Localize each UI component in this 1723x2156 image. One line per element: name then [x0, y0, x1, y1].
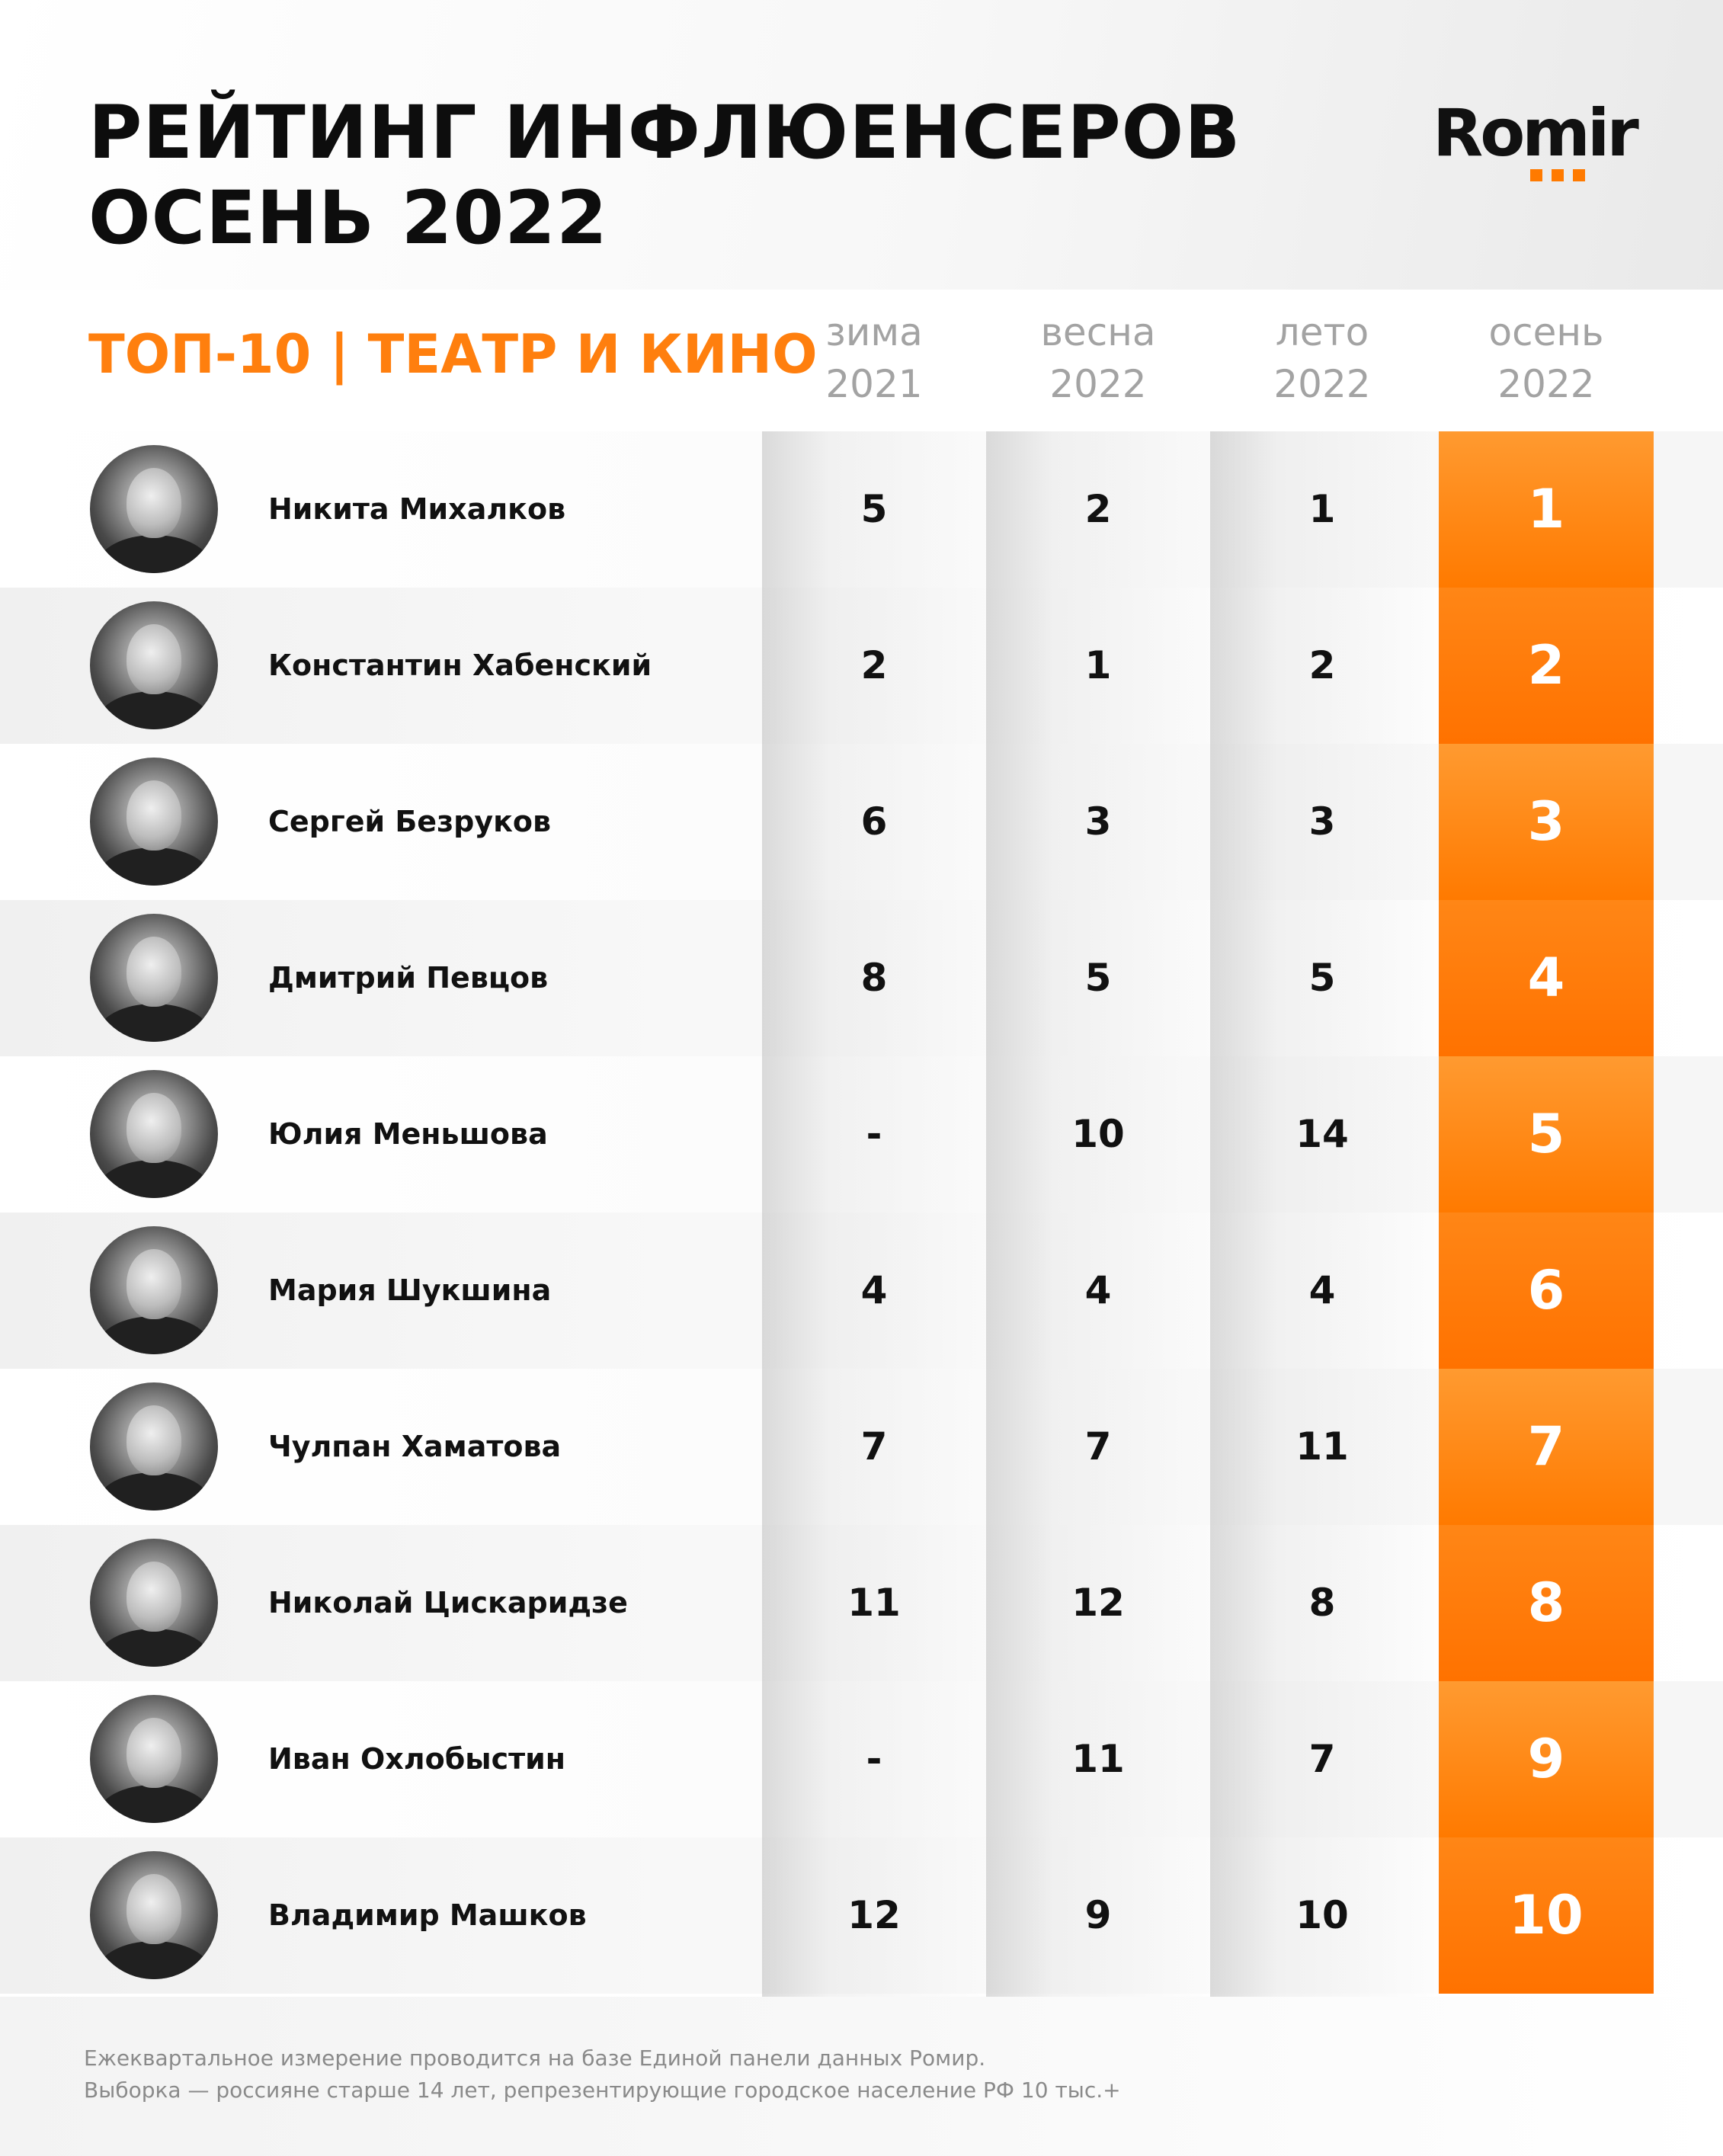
column-season: осень: [1488, 310, 1604, 354]
person-name: Дмитрий Певцов: [268, 961, 549, 995]
autumn-column-cell-bg: [1439, 431, 1654, 588]
person-name: Мария Шукшина: [268, 1273, 552, 1307]
rank-autumn-2022: 2: [1527, 634, 1565, 697]
autumn-column-cell-bg: [1439, 1681, 1654, 1837]
column-year: 2022: [1273, 362, 1371, 406]
column-header-1: весна 2022: [986, 306, 1210, 410]
person-name: Николай Цискаридзе: [268, 1586, 628, 1619]
column-year: 2022: [1049, 362, 1147, 406]
rank-cell: 12: [847, 1893, 901, 1937]
person-name: Чулпан Хаматова: [268, 1430, 562, 1463]
autumn-column-cell-bg: [1439, 1837, 1654, 1994]
rank-cell: 3: [1308, 799, 1336, 844]
rank-cell: 8: [1308, 1581, 1336, 1625]
column-shade: [762, 431, 986, 1997]
rank-cell: 11: [1295, 1424, 1349, 1469]
header-background: [0, 0, 1723, 290]
person-name: Сергей Безруков: [268, 805, 552, 838]
person-name: Владимир Машков: [268, 1898, 587, 1932]
column-header-0: зима 2021: [762, 306, 986, 410]
page-title: РЕЙТИНГ ИНФЛЮЕНСЕРОВ ОСЕНЬ 2022: [88, 90, 1241, 261]
rank-cell: 2: [1308, 643, 1336, 687]
rank-cell: 1: [1084, 643, 1112, 687]
column-season: весна: [1040, 310, 1156, 354]
rank-autumn-2022: 5: [1527, 1103, 1565, 1165]
rank-cell: 11: [847, 1581, 901, 1625]
rank-cell: 10: [1071, 1112, 1125, 1156]
rank-cell: 6: [860, 799, 888, 844]
rank-cell: 1: [1308, 487, 1336, 531]
footnote-line-2: Выборка — россияне старше 14 лет, репрез…: [84, 2078, 1121, 2103]
rank-cell: 9: [1084, 1893, 1112, 1937]
rank-autumn-2022: 4: [1527, 947, 1565, 1009]
table-subtitle: ТОП-10 | ТЕАТР И КИНО: [88, 323, 818, 386]
avatar: [90, 914, 218, 1042]
avatar: [90, 758, 218, 886]
rank-autumn-2022: 7: [1527, 1415, 1565, 1478]
title-line-1: РЕЙТИНГ ИНФЛЮЕНСЕРОВ: [88, 90, 1241, 175]
footnote: Ежеквартальное измерение проводится на б…: [84, 2042, 1121, 2106]
rank-autumn-2022: 8: [1527, 1571, 1565, 1634]
footnote-line-1: Ежеквартальное измерение проводится на б…: [84, 2045, 986, 2071]
rank-cell: 7: [1084, 1424, 1112, 1469]
rank-cell: 7: [1308, 1737, 1336, 1781]
footer-background: [0, 1997, 1723, 2156]
column-season: лето: [1275, 310, 1369, 354]
rank-cell: 5: [860, 487, 888, 531]
autumn-column-cell-bg: [1439, 900, 1654, 1056]
rank-cell: -: [866, 1737, 882, 1781]
rank-cell: 4: [860, 1268, 888, 1312]
avatar: [90, 1226, 218, 1354]
rank-cell: -: [866, 1112, 882, 1156]
rank-cell: 10: [1295, 1893, 1349, 1937]
avatar: [90, 445, 218, 573]
column-header-3: осень 2022: [1434, 306, 1658, 410]
avatar: [90, 1695, 218, 1823]
autumn-column-cell-bg: [1439, 1056, 1654, 1213]
autumn-column-cell-bg: [1439, 1213, 1654, 1369]
title-line-2: ОСЕНЬ 2022: [88, 175, 608, 261]
romir-logo: Romir: [1433, 99, 1654, 183]
logo-text: Romir: [1433, 95, 1639, 171]
rank-cell: 2: [1084, 487, 1112, 531]
avatar: [90, 1382, 218, 1510]
person-name: Иван Охлобыстин: [268, 1742, 566, 1776]
rank-cell: 7: [860, 1424, 888, 1469]
column-header-2: лето 2022: [1210, 306, 1434, 410]
rank-cell: 5: [1084, 956, 1112, 1000]
rank-cell: 12: [1071, 1581, 1125, 1625]
logo-dots: [1530, 169, 1594, 184]
avatar: [90, 1851, 218, 1979]
avatar: [90, 601, 218, 729]
column-shade: [1210, 431, 1434, 1997]
rank-autumn-2022: 1: [1527, 478, 1565, 540]
rank-autumn-2022: 9: [1527, 1728, 1565, 1790]
rank-cell: 11: [1071, 1737, 1125, 1781]
rank-autumn-2022: 3: [1527, 790, 1565, 853]
column-shade: [986, 431, 1210, 1997]
rank-cell: 5: [1308, 956, 1336, 1000]
person-name: Юлия Меньшова: [268, 1117, 548, 1151]
rank-cell: 2: [860, 643, 888, 687]
autumn-column-cell-bg: [1439, 1369, 1654, 1525]
person-name: Никита Михалков: [268, 492, 566, 526]
rank-cell: 4: [1084, 1268, 1112, 1312]
rank-cell: 4: [1308, 1268, 1336, 1312]
rank-autumn-2022: 10: [1509, 1884, 1584, 1946]
autumn-column-cell-bg: [1439, 588, 1654, 744]
column-season: зима: [825, 310, 923, 354]
column-year: 2022: [1497, 362, 1595, 406]
autumn-column-cell-bg: [1439, 744, 1654, 900]
rank-cell: 8: [860, 956, 888, 1000]
column-year: 2021: [825, 362, 923, 406]
avatar: [90, 1070, 218, 1198]
avatar: [90, 1539, 218, 1667]
person-name: Константин Хабенский: [268, 649, 652, 682]
rank-autumn-2022: 6: [1527, 1259, 1565, 1321]
rank-cell: 3: [1084, 799, 1112, 844]
rank-cell: 14: [1295, 1112, 1349, 1156]
autumn-column-cell-bg: [1439, 1525, 1654, 1681]
